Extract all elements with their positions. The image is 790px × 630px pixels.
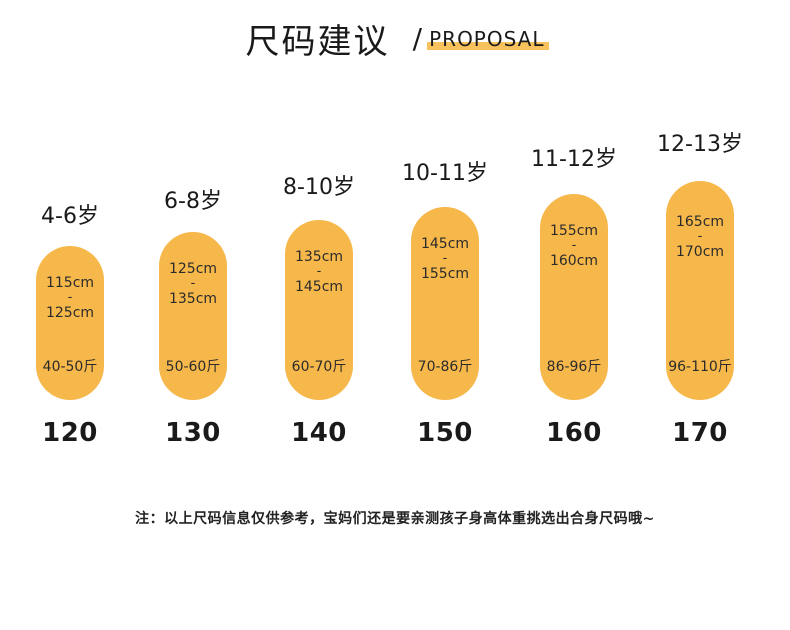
height-max: 155cm <box>420 266 470 282</box>
height-min: 125cm <box>168 261 218 277</box>
height-dash: - <box>316 264 322 279</box>
footnote: 注：以上尺码信息仅供参考，宝妈们还是要亲测孩子身高体重挑选出合身尺码哦~ <box>135 511 655 527</box>
page-title: 尺码建议 / PROPOSAL <box>0 14 790 63</box>
height-max: 160cm <box>549 253 599 269</box>
height-max: 125cm <box>45 305 95 321</box>
height-dash: - <box>442 251 448 266</box>
height-min: 115cm <box>45 275 95 291</box>
age-label: 4-6岁 <box>41 204 99 229</box>
size-pill: 145cm - 155cm 70-86斤 <box>411 207 479 400</box>
weight-range: 70-86斤 <box>417 359 473 375</box>
title-english: PROPOSAL <box>427 27 549 51</box>
height-max: 170cm <box>675 244 725 260</box>
title-chinese: 尺码建议 <box>245 22 390 62</box>
size-number: 140 <box>291 418 347 448</box>
height-dash: - <box>190 276 196 291</box>
weight-range: 60-70斤 <box>291 359 347 375</box>
height-min: 135cm <box>294 249 344 265</box>
age-label: 12-13岁 <box>657 132 743 157</box>
height-min: 165cm <box>675 214 725 230</box>
height-min: 155cm <box>549 223 599 239</box>
size-pill: 125cm - 135cm 50-60斤 <box>159 232 227 400</box>
weight-range: 40-50斤 <box>42 359 98 375</box>
size-number: 130 <box>165 418 221 448</box>
title-separator: / <box>412 22 423 55</box>
height-dash: - <box>571 238 577 253</box>
age-label: 8-10岁 <box>283 175 355 200</box>
size-pill: 165cm - 170cm 96-110斤 <box>666 181 734 400</box>
size-pill: 115cm - 125cm 40-50斤 <box>36 246 104 400</box>
size-pill: 155cm - 160cm 86-96斤 <box>540 194 608 400</box>
size-number: 120 <box>42 418 98 448</box>
weight-range: 50-60斤 <box>165 359 221 375</box>
height-dash: - <box>67 290 73 305</box>
age-label: 6-8岁 <box>164 189 222 214</box>
weight-range: 96-110斤 <box>668 359 732 375</box>
age-label: 10-11岁 <box>402 161 488 186</box>
size-number: 170 <box>672 418 728 448</box>
height-dash: - <box>697 229 703 244</box>
height-max: 145cm <box>294 279 344 295</box>
height-min: 145cm <box>420 236 470 252</box>
size-pill: 135cm - 145cm 60-70斤 <box>285 220 353 400</box>
size-number: 160 <box>546 418 602 448</box>
weight-range: 86-96斤 <box>546 359 602 375</box>
title-highlight-bar <box>427 41 549 50</box>
age-label: 11-12岁 <box>531 147 617 172</box>
height-max: 135cm <box>168 291 218 307</box>
size-number: 150 <box>417 418 473 448</box>
